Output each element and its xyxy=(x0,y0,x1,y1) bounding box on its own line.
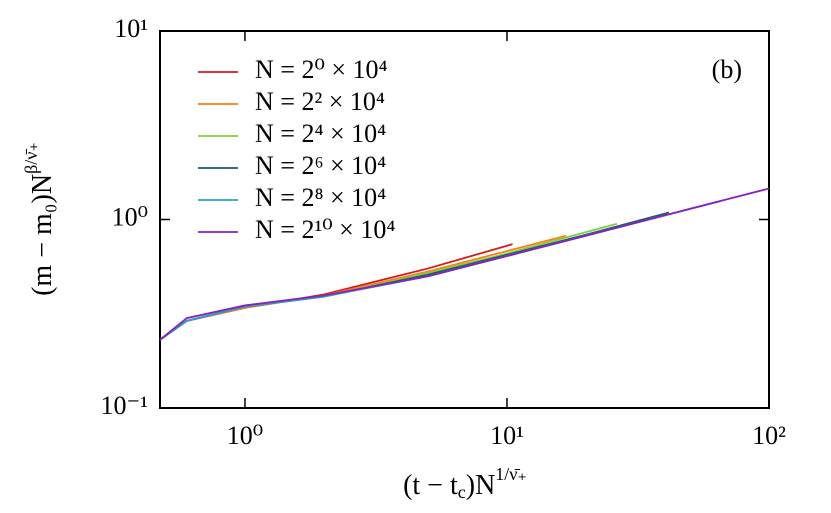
legend-label: N = 2⁸ × 10⁴ xyxy=(255,183,386,212)
data-line xyxy=(159,187,770,341)
legend-label: N = 2² × 10⁴ xyxy=(255,87,385,116)
label-part: )N xyxy=(466,470,496,501)
annotation: (b) xyxy=(712,55,742,84)
y-tick-label: 10⁰ xyxy=(112,202,148,231)
plot-frame xyxy=(159,30,770,409)
x-tick-label: 10¹ xyxy=(490,421,524,450)
label-part: (m − m₀)N xyxy=(27,174,58,296)
x-tick-label: 10⁰ xyxy=(227,421,263,450)
y-tick-label: 10⁻¹ xyxy=(100,391,148,420)
label-part: 1/ν̄₊ xyxy=(495,464,527,484)
x-tick-label: 10² xyxy=(752,421,786,450)
y-tick-label: 10¹ xyxy=(114,14,148,43)
legend-label: N = 2⁴ × 10⁴ xyxy=(255,119,386,148)
legend-label: N = 2¹⁰ × 10⁴ xyxy=(255,215,395,244)
legend-label: N = 2⁶ × 10⁴ xyxy=(255,151,386,180)
label-part: c xyxy=(458,482,466,502)
x-axis-label: (t − tc)N1/ν̄₊ xyxy=(403,464,527,502)
label-part: β/ν̄₊ xyxy=(21,142,41,174)
y-axis-label: (m − m₀)Nβ/ν̄₊ xyxy=(21,142,58,296)
legend-label: N = 2⁰ × 10⁴ xyxy=(255,55,388,84)
label-part: (t − t xyxy=(403,470,458,501)
